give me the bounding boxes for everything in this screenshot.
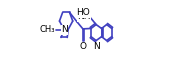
Text: NH: NH [77,12,91,21]
Text: CH₃: CH₃ [39,25,55,34]
Text: O: O [79,42,86,51]
Text: HO: HO [77,8,90,17]
Text: N: N [61,25,68,34]
Text: N: N [93,42,100,51]
